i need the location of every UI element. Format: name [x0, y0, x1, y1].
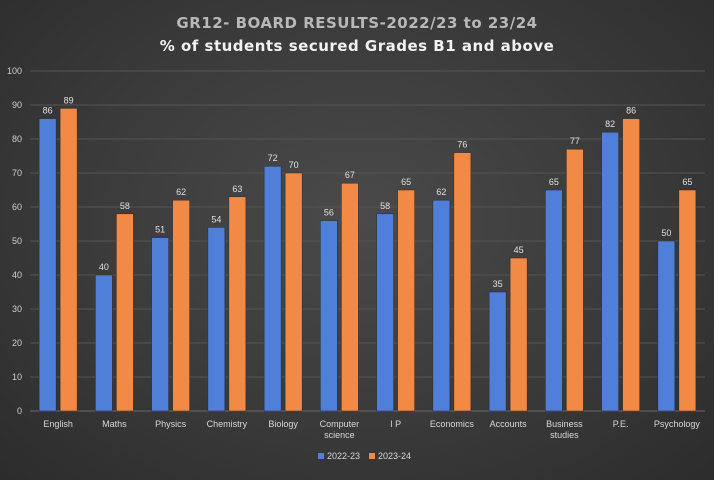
bar-2023-24 — [453, 152, 472, 412]
y-tick-label: 50 — [12, 236, 22, 246]
data-label: 82 — [605, 119, 615, 129]
bar-2023-24 — [116, 213, 134, 412]
x-tick-label: Accounts — [490, 419, 528, 429]
data-label: 62 — [176, 187, 186, 197]
bar-2022-23 — [545, 189, 563, 412]
bar-2022-23 — [376, 213, 394, 412]
x-tick-label: English — [43, 419, 73, 429]
x-tick-label: P.E. — [613, 419, 629, 429]
data-label: 65 — [401, 177, 411, 187]
legend-label: 2023-24 — [378, 451, 411, 461]
x-tick-label: Psychology — [654, 419, 701, 429]
bar-2022-23 — [263, 165, 282, 412]
bar-2022-23 — [151, 237, 169, 412]
bar-2022-23 — [432, 199, 451, 412]
y-tick-label: 20 — [12, 338, 22, 348]
data-label: 86 — [43, 106, 53, 116]
data-label: 70 — [289, 160, 299, 170]
bar-2023-24 — [172, 199, 190, 412]
y-tick-label: 0 — [17, 406, 22, 416]
data-label: 62 — [436, 187, 446, 197]
data-label: 58 — [120, 201, 130, 211]
chart-title: GR12- BOARD RESULTS-2022/23 to 23/24 — [176, 14, 538, 32]
y-tick-label: 60 — [12, 202, 22, 212]
x-tick-label: Economics — [430, 419, 475, 429]
x-tick-label: Chemistry — [207, 419, 248, 429]
data-label: 77 — [570, 136, 580, 146]
bar-2022-23 — [657, 240, 676, 412]
data-label: 76 — [457, 140, 467, 150]
data-label: 89 — [64, 95, 74, 105]
bar-2023-24 — [678, 189, 697, 412]
y-tick-label: 30 — [12, 304, 22, 314]
data-label: 56 — [324, 208, 334, 218]
bar-2023-24 — [566, 148, 584, 412]
y-tick-label: 10 — [12, 372, 22, 382]
bar-2022-23 — [38, 118, 57, 412]
y-tick-label: 40 — [12, 270, 22, 280]
x-tick-label: Biology — [268, 419, 298, 429]
legend-label: 2022-23 — [327, 451, 360, 461]
data-label: 72 — [268, 153, 278, 163]
data-label: 67 — [345, 170, 355, 180]
x-tick-label: Physics — [155, 419, 187, 429]
y-tick-label: 80 — [12, 134, 22, 144]
x-tick-label: I P — [390, 419, 401, 429]
legend-swatch — [318, 453, 324, 459]
data-label: 63 — [232, 184, 242, 194]
data-label: 51 — [155, 225, 165, 235]
data-label: 65 — [549, 177, 559, 187]
legend-swatch — [369, 453, 375, 459]
bar-2023-24 — [59, 108, 78, 412]
x-tick-label: studies — [550, 430, 579, 440]
data-label: 45 — [514, 245, 524, 255]
data-label: 40 — [99, 262, 109, 272]
data-label: 50 — [661, 228, 671, 238]
data-label: 54 — [211, 214, 221, 224]
chart-subtitle: % of students secured Grades B1 and abov… — [159, 37, 555, 55]
bar-2023-24 — [228, 196, 247, 412]
bar-2022-23 — [320, 220, 338, 412]
y-tick-label: 70 — [12, 168, 22, 178]
y-tick-label: 90 — [12, 100, 22, 110]
bar-2023-24 — [397, 189, 415, 412]
bar-2023-24 — [284, 172, 303, 412]
data-label: 58 — [380, 201, 390, 211]
bar-2022-23 — [95, 274, 113, 412]
bar-2022-23 — [207, 227, 226, 412]
data-label: 86 — [626, 106, 636, 116]
x-tick-label: Computer — [320, 419, 360, 429]
bar-2023-24 — [341, 182, 359, 412]
x-tick-label: Business — [546, 419, 583, 429]
bar-2022-23 — [488, 291, 507, 412]
x-tick-label: science — [324, 430, 355, 440]
bar-2023-24 — [509, 257, 528, 412]
bar-2023-24 — [622, 118, 640, 412]
data-label: 65 — [682, 177, 692, 187]
data-label: 35 — [493, 279, 503, 289]
x-tick-label: Maths — [102, 419, 127, 429]
y-tick-label: 100 — [7, 66, 22, 76]
bar-2022-23 — [601, 131, 619, 412]
